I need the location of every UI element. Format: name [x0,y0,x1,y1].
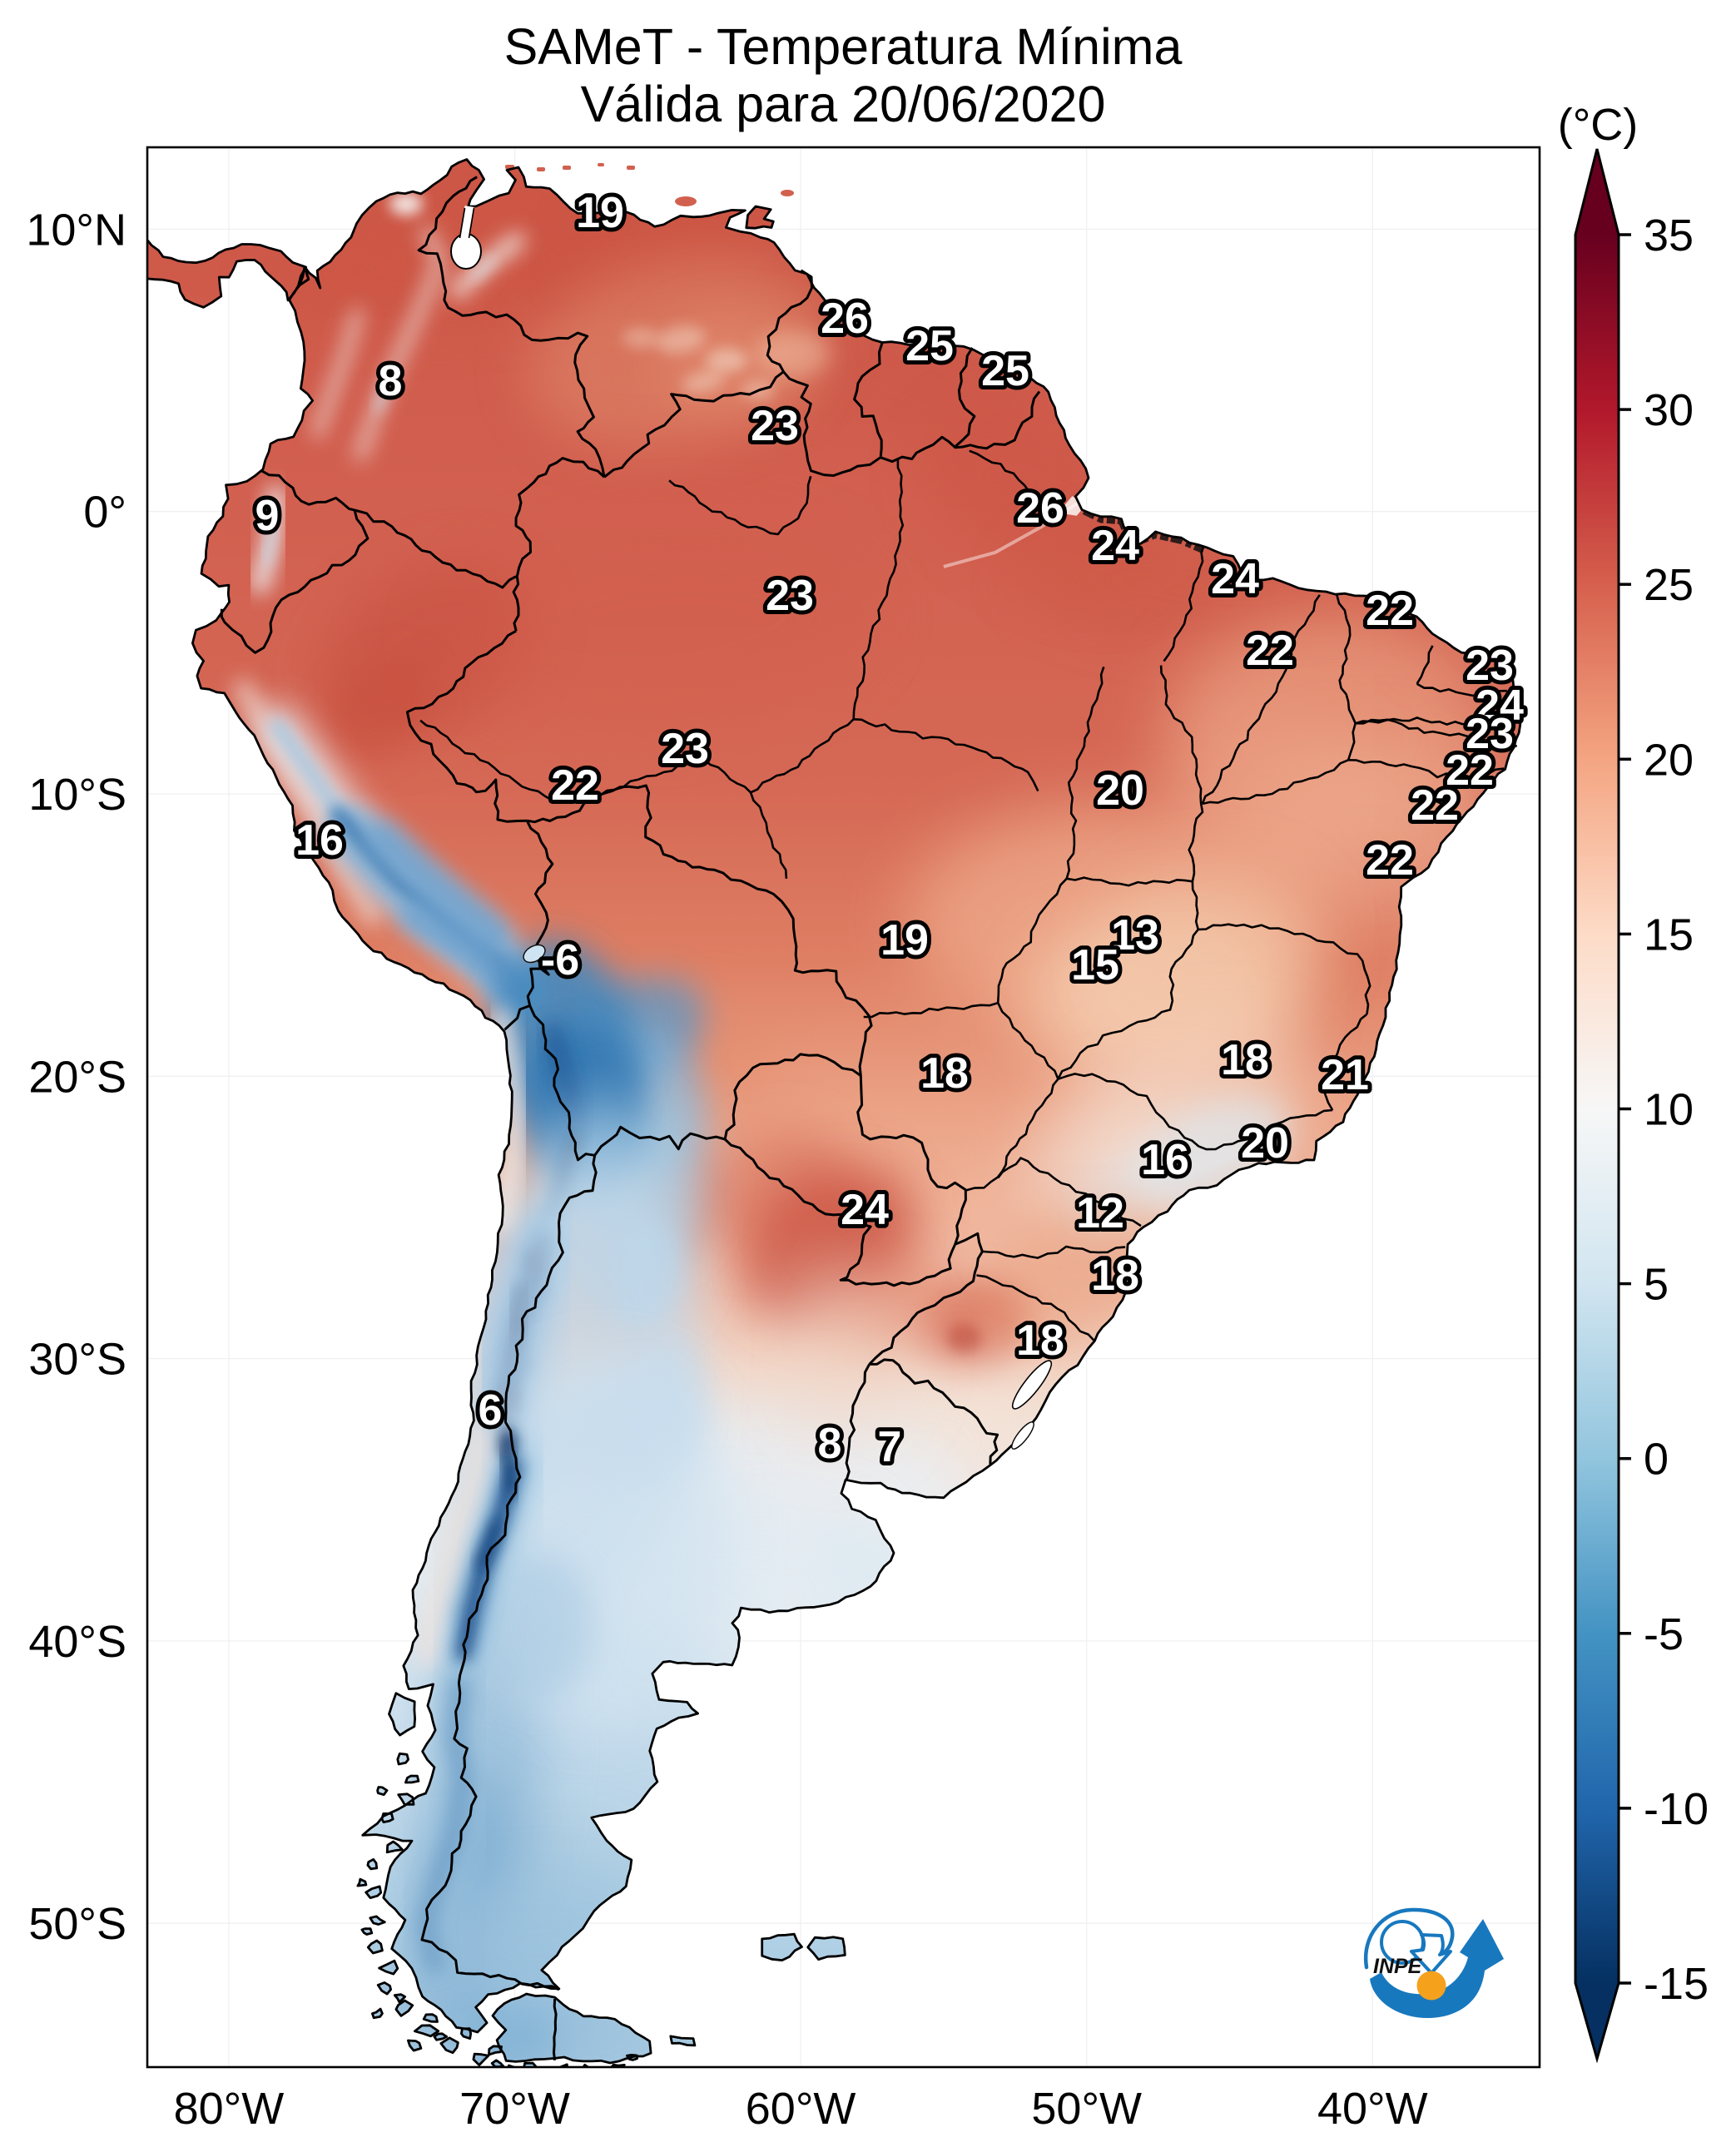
svg-text:INPE: INPE [1373,1955,1423,1978]
svg-text:20°S: 20°S [28,1052,126,1102]
svg-text:20: 20 [1241,1119,1289,1168]
svg-text:6: 6 [479,1386,503,1435]
svg-text:18: 18 [920,1049,969,1098]
svg-text:SAMeT - Temperatura Mínima: SAMeT - Temperatura Mínima [504,18,1183,75]
svg-text:8: 8 [379,357,403,405]
svg-text:-15: -15 [1644,1959,1709,2009]
svg-text:80°W: 80°W [174,2084,285,2134]
svg-text:13: 13 [1111,911,1159,959]
svg-text:50°S: 50°S [28,1899,126,1949]
svg-text:0: 0 [1644,1435,1669,1485]
svg-text:22: 22 [1446,746,1494,795]
svg-text:(°C): (°C) [1558,100,1639,150]
svg-text:21: 21 [1321,1051,1369,1099]
svg-text:-10: -10 [1644,1784,1709,1834]
svg-text:25: 25 [905,322,954,370]
svg-text:22: 22 [551,761,599,810]
svg-text:22: 22 [1411,781,1459,830]
svg-text:70°W: 70°W [459,2084,570,2134]
svg-text:18: 18 [1016,1316,1064,1365]
svg-text:24: 24 [841,1186,889,1234]
svg-text:22: 22 [1366,587,1414,635]
svg-text:19: 19 [880,916,929,964]
svg-text:23: 23 [661,725,709,773]
svg-text:30: 30 [1644,385,1694,435]
svg-text:26: 26 [821,295,869,343]
svg-text:22: 22 [1246,627,1294,675]
svg-text:26: 26 [1016,484,1064,533]
svg-text:-6: -6 [541,936,579,984]
svg-text:40°W: 40°W [1317,2084,1428,2134]
svg-text:9: 9 [255,492,280,540]
svg-text:20: 20 [1644,735,1694,785]
svg-text:40°S: 40°S [28,1617,126,1667]
svg-text:7: 7 [878,1423,902,1471]
svg-text:15: 15 [1644,910,1694,959]
svg-text:23: 23 [766,572,814,620]
svg-text:-5: -5 [1644,1609,1684,1659]
svg-text:22: 22 [1366,836,1414,885]
svg-text:24: 24 [1211,555,1259,603]
svg-text:16: 16 [1141,1136,1189,1184]
svg-text:10°S: 10°S [28,770,126,820]
svg-text:24: 24 [1091,522,1139,570]
svg-text:20: 20 [1096,766,1144,815]
svg-text:30°S: 30°S [28,1335,126,1385]
svg-text:23: 23 [1466,710,1514,758]
svg-text:19: 19 [576,189,624,237]
svg-text:25: 25 [981,347,1029,395]
svg-text:23: 23 [751,402,799,450]
svg-text:60°W: 60°W [746,2084,856,2134]
svg-text:10: 10 [1644,1085,1694,1135]
svg-text:18: 18 [1091,1252,1139,1300]
svg-text:25: 25 [1644,560,1694,610]
svg-text:50°W: 50°W [1031,2084,1142,2134]
svg-text:15: 15 [1071,941,1119,989]
svg-text:35: 35 [1644,211,1694,260]
svg-text:10°N: 10°N [26,205,126,255]
svg-text:5: 5 [1644,1260,1669,1310]
svg-text:23: 23 [1466,642,1514,690]
svg-text:0°: 0° [83,488,126,538]
svg-text:16: 16 [295,816,344,865]
svg-text:24: 24 [1476,682,1524,730]
svg-text:Válida para 20/06/2020: Válida para 20/06/2020 [581,76,1106,132]
svg-text:18: 18 [1221,1036,1269,1084]
svg-text:12: 12 [1076,1189,1124,1237]
svg-text:8: 8 [818,1420,842,1468]
